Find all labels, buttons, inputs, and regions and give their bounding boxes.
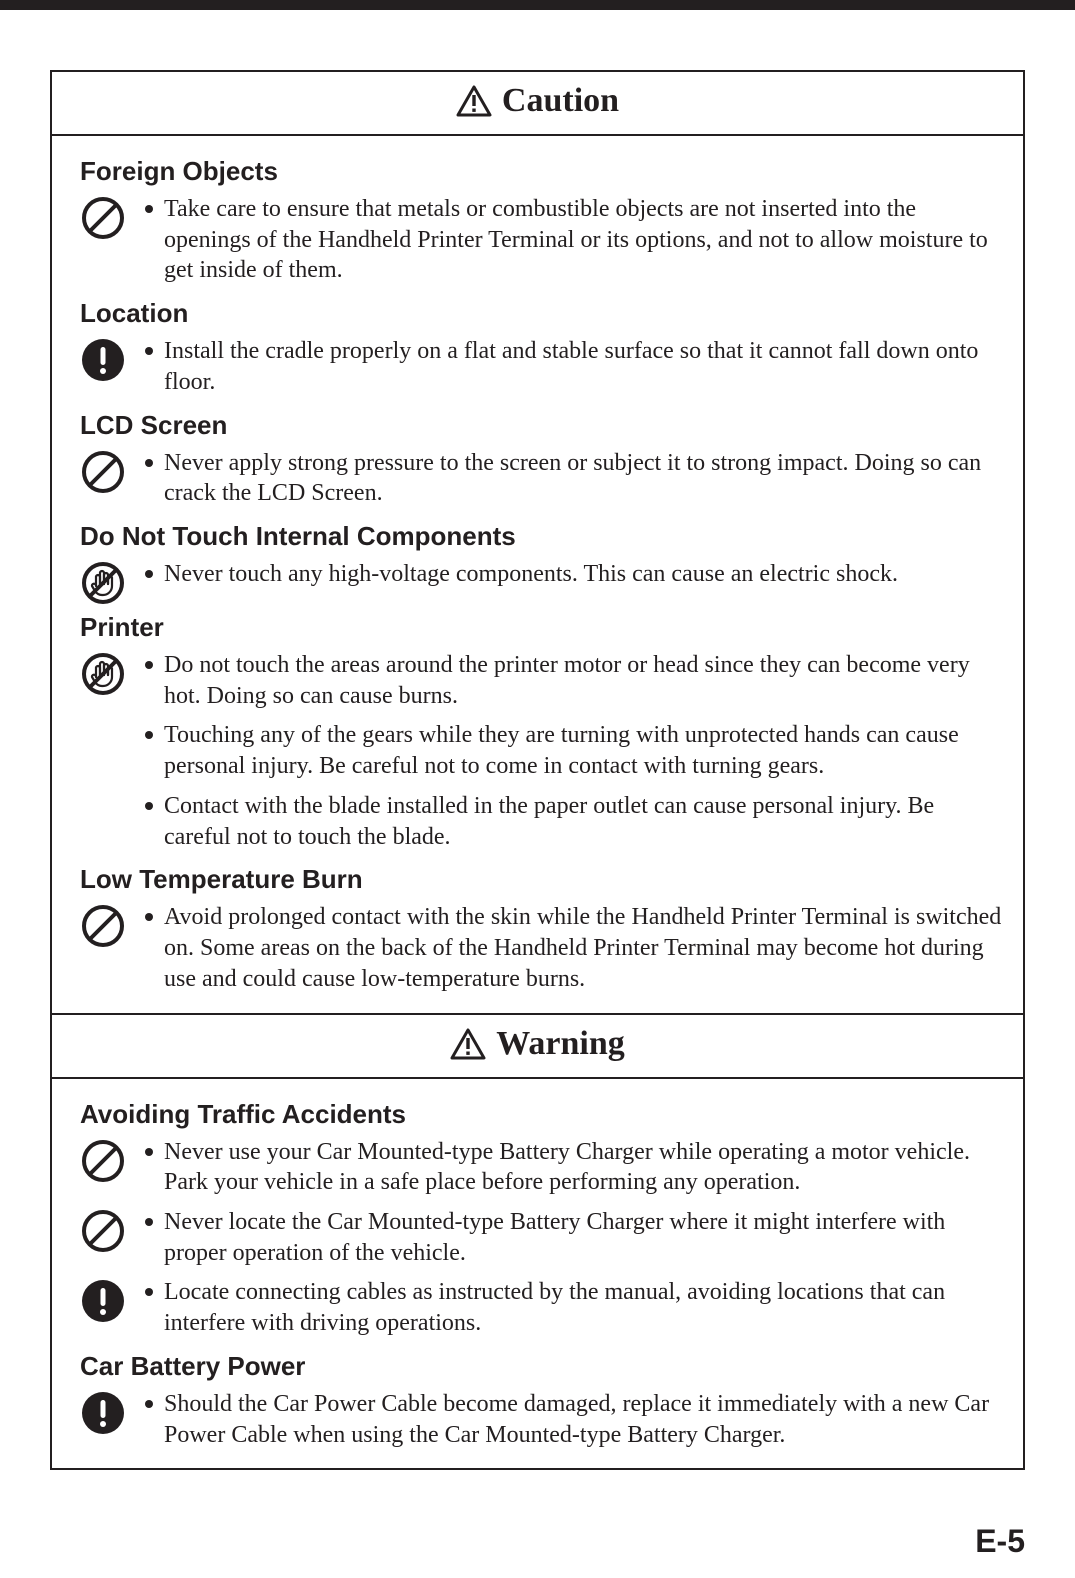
bullet-list: Take care to ensure that metals or combu…: [142, 194, 1003, 286]
prohibit-icon: [80, 899, 142, 949]
bullet-list: Do not touch the areas around the printe…: [142, 650, 1003, 711]
bullet-item: Never use your Car Mounted-type Battery …: [142, 1137, 1003, 1198]
icon-spacer: [80, 717, 142, 721]
bullet-list: Never apply strong pressure to the scree…: [142, 448, 1003, 509]
bullet-list: Touching any of the gears while they are…: [142, 720, 1003, 781]
bullet-item: Should the Car Power Cable become damage…: [142, 1389, 1003, 1450]
bullet-item: Install the cradle properly on a flat an…: [142, 336, 1003, 397]
bullet-item: Avoid prolonged contact with the skin wh…: [142, 902, 1003, 994]
caution-header: Caution: [52, 72, 1023, 136]
safety-item-row: Take care to ensure that metals or combu…: [80, 191, 1003, 292]
prohibit-icon: [80, 191, 142, 241]
bullet-item: Do not touch the areas around the printe…: [142, 650, 1003, 711]
item-text-col: Never touch any high-voltage components.…: [142, 556, 1003, 596]
safety-item-row: Never touch any high-voltage components.…: [80, 556, 1003, 606]
safety-box: Caution Foreign Objects Take care to ensu…: [50, 70, 1025, 1470]
bullet-list: Never locate the Car Mounted-type Batter…: [142, 1207, 1003, 1268]
safety-item-row: Locate connecting cables as instructed b…: [80, 1274, 1003, 1344]
safety-item-row: Never use your Car Mounted-type Battery …: [80, 1134, 1003, 1204]
bullet-item: Contact with the blade installed in the …: [142, 791, 1003, 852]
caution-section-heading: Location: [80, 298, 1003, 329]
bullet-list: Contact with the blade installed in the …: [142, 791, 1003, 852]
bullet-item: Locate connecting cables as instructed b…: [142, 1277, 1003, 1338]
item-text-col: Contact with the blade installed in the …: [142, 788, 1003, 858]
caution-section-heading: Printer: [80, 612, 1003, 643]
prohibit-icon: [80, 1134, 142, 1184]
bullet-item: Never apply strong pressure to the scree…: [142, 448, 1003, 509]
item-text-col: Should the Car Power Cable become damage…: [142, 1386, 1003, 1456]
caution-section-heading: Do Not Touch Internal Components: [80, 521, 1003, 552]
prohibit-icon: [80, 445, 142, 495]
safety-item-row: Should the Car Power Cable become damage…: [80, 1386, 1003, 1456]
caution-title: Caution: [502, 82, 619, 120]
item-text-col: Never use your Car Mounted-type Battery …: [142, 1134, 1003, 1204]
top-bar: [0, 0, 1075, 10]
mandatory-icon: [80, 1386, 142, 1436]
safety-item-row: Avoid prolonged contact with the skin wh…: [80, 899, 1003, 1000]
safety-item-row: Do not touch the areas around the printe…: [80, 647, 1003, 717]
bullet-list: Locate connecting cables as instructed b…: [142, 1277, 1003, 1338]
safety-item-row: Never apply strong pressure to the scree…: [80, 445, 1003, 515]
alert-icon: [456, 85, 492, 117]
bullet-list: Install the cradle properly on a flat an…: [142, 336, 1003, 397]
item-text-col: Install the cradle properly on a flat an…: [142, 333, 1003, 403]
item-text-col: Never apply strong pressure to the scree…: [142, 445, 1003, 515]
safety-item-row: Contact with the blade installed in the …: [80, 788, 1003, 858]
caution-section-heading: LCD Screen: [80, 410, 1003, 441]
bullet-item: Never touch any high-voltage components.…: [142, 559, 1003, 590]
bullet-list: Never use your Car Mounted-type Battery …: [142, 1137, 1003, 1198]
mandatory-icon: [80, 1274, 142, 1324]
bullet-item: Take care to ensure that metals or combu…: [142, 194, 1003, 286]
safety-item-row: Never locate the Car Mounted-type Batter…: [80, 1204, 1003, 1274]
bullet-list: Should the Car Power Cable become damage…: [142, 1389, 1003, 1450]
page-number: E-5: [975, 1523, 1025, 1560]
caution-section-heading: Foreign Objects: [80, 156, 1003, 187]
item-text-col: Take care to ensure that metals or combu…: [142, 191, 1003, 292]
bullet-item: Touching any of the gears while they are…: [142, 720, 1003, 781]
caution-section-heading: Low Temperature Burn: [80, 864, 1003, 895]
item-text-col: Touching any of the gears while they are…: [142, 717, 1003, 787]
bullet-list: Never touch any high-voltage components.…: [142, 559, 1003, 590]
warning-header: Warning: [52, 1013, 1023, 1079]
warning-body: Avoiding Traffic Accidents Never use your…: [52, 1079, 1023, 1469]
item-text-col: Locate connecting cables as instructed b…: [142, 1274, 1003, 1344]
warning-section-heading: Car Battery Power: [80, 1351, 1003, 1382]
mandatory-icon: [80, 333, 142, 383]
no-touch-icon: [80, 647, 142, 697]
warning-section-heading: Avoiding Traffic Accidents: [80, 1099, 1003, 1130]
icon-spacer: [80, 788, 142, 792]
alert-icon: [450, 1028, 486, 1060]
bullet-item: Never locate the Car Mounted-type Batter…: [142, 1207, 1003, 1268]
caution-body: Foreign Objects Take care to ensure that …: [52, 136, 1023, 1013]
no-touch-icon: [80, 556, 142, 606]
prohibit-icon: [80, 1204, 142, 1254]
item-text-col: Avoid prolonged contact with the skin wh…: [142, 899, 1003, 1000]
safety-item-row: Touching any of the gears while they are…: [80, 717, 1003, 787]
page: Caution Foreign Objects Take care to ensu…: [0, 0, 1075, 1578]
content: Caution Foreign Objects Take care to ensu…: [50, 70, 1025, 1470]
item-text-col: Never locate the Car Mounted-type Batter…: [142, 1204, 1003, 1274]
safety-item-row: Install the cradle properly on a flat an…: [80, 333, 1003, 403]
bullet-list: Avoid prolonged contact with the skin wh…: [142, 902, 1003, 994]
item-text-col: Do not touch the areas around the printe…: [142, 647, 1003, 717]
warning-title: Warning: [496, 1025, 624, 1063]
